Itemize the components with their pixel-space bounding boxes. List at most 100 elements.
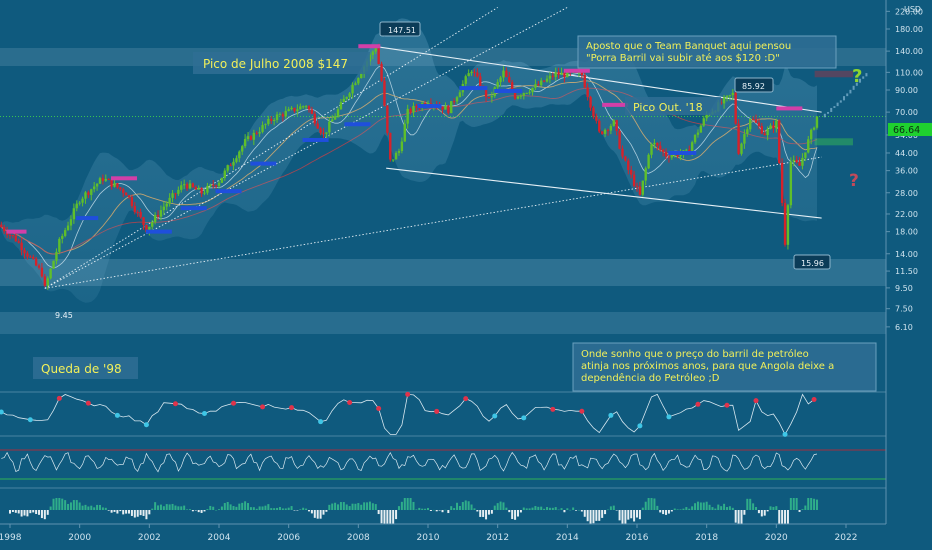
support-level-marker (344, 122, 371, 127)
macd-histogram-bar (316, 510, 319, 519)
candle-body (122, 189, 125, 193)
price-tick-label: 70.00 (895, 108, 918, 117)
macd-histogram-bar (714, 508, 717, 510)
candle-body (702, 118, 705, 126)
macd-histogram-bar (293, 510, 296, 511)
support-level-marker (459, 86, 488, 91)
macd-histogram-bar (186, 509, 189, 510)
candle-body (586, 87, 589, 97)
candle-body (72, 208, 76, 220)
projection-candle (827, 111, 830, 114)
candle-body (66, 225, 70, 231)
macd-histogram-bar (595, 510, 598, 521)
macd-histogram-bar (148, 510, 151, 515)
macd-histogram-bar (438, 510, 441, 511)
candle-body (757, 122, 761, 127)
macd-histogram-bar (453, 508, 456, 510)
candle-body (496, 82, 499, 88)
svg-text:85.92: 85.92 (742, 82, 765, 91)
svg-text:9.45: 9.45 (55, 311, 73, 320)
candle-body (156, 214, 160, 217)
projection-candle (836, 102, 839, 107)
macd-histogram-bar (194, 510, 197, 511)
macd-histogram-bar (345, 504, 348, 510)
candle-body (667, 156, 671, 158)
time-tick-label: 2010 (417, 533, 440, 543)
macd-histogram-bar (78, 502, 81, 510)
macd-histogram-bar (46, 510, 49, 515)
svg-text:Queda de '98: Queda de '98 (41, 362, 122, 376)
oscillator-dot (201, 411, 207, 417)
macd-histogram-bar (569, 509, 572, 511)
candle-body (795, 159, 798, 163)
trendline-upper-channel (375, 45, 822, 113)
candle-body (116, 183, 119, 188)
macd-histogram-bar (676, 509, 679, 510)
candle-body (339, 102, 343, 110)
macd-histogram-bar (406, 498, 409, 510)
candle-body (467, 73, 470, 77)
candle-body (191, 183, 195, 188)
candle-body (55, 251, 58, 261)
candle-body (284, 111, 287, 117)
candle-body (659, 145, 662, 150)
macd-histogram-bar (348, 506, 351, 510)
macd-histogram-bar (786, 510, 789, 524)
candle-body (316, 123, 319, 129)
candle-body (685, 149, 688, 151)
macd-histogram-bar (247, 503, 250, 510)
candle-body (629, 169, 633, 175)
macd-histogram-bar (612, 505, 615, 510)
macd-histogram-bar (429, 510, 432, 511)
candle-body (194, 187, 197, 190)
candle-body (23, 250, 26, 254)
candle-body (130, 197, 134, 206)
candle-body (217, 182, 221, 186)
macd-histogram-bar (20, 510, 23, 517)
macd-histogram-bar (775, 506, 778, 510)
macd-histogram-bar (203, 510, 206, 512)
macd-histogram-bar (180, 506, 183, 510)
candle-body (508, 76, 511, 83)
support-zone (0, 259, 886, 286)
macd-histogram-bar (319, 510, 322, 519)
macd-histogram-bar (75, 500, 78, 510)
annotation-team-banquet-line1: Aposto que o Team Banquet aqui pensou (586, 41, 791, 52)
candle-body (525, 92, 528, 94)
candle-body (397, 151, 401, 153)
price-axis: 6.10 7.50 9.50 11.50 14.00 18.00 22.00 28.00 36.… (886, 7, 923, 332)
macd-histogram-bar (351, 503, 354, 510)
macd-histogram-bar (618, 510, 621, 521)
macd-histogram-bar (688, 508, 691, 510)
candle-body (470, 71, 473, 74)
resistance-level-marker (602, 102, 629, 107)
candle-body (775, 120, 778, 129)
price-tick-label: 6.10 (895, 323, 913, 332)
macd-histogram-bar (815, 499, 818, 510)
resistance-level-marker (563, 68, 590, 73)
candle-body (464, 76, 467, 84)
resistance-level-marker (6, 229, 27, 234)
annotation-peak-2008: Pico de Julho 2008 $147 (193, 52, 370, 74)
candle-body (592, 107, 595, 117)
macd-histogram-bar (557, 509, 560, 511)
svg-text:15.96: 15.96 (801, 259, 824, 268)
macd-histogram-bar (281, 508, 284, 510)
macd-histogram-bar (421, 508, 424, 510)
macd-histogram-bar (267, 504, 270, 510)
macd-histogram-bar (249, 507, 252, 510)
candle-body (499, 77, 502, 83)
trendline-lower-channel (386, 167, 822, 219)
candle-body (804, 152, 807, 158)
macd-histogram-bar (104, 507, 107, 510)
candle-body (519, 95, 523, 97)
candle-body (798, 162, 801, 166)
macd-histogram-bar (418, 507, 421, 510)
time-tick-label: 2006 (277, 533, 300, 543)
candle-body (249, 136, 253, 140)
candle-body (391, 159, 395, 161)
macd-histogram-bar (653, 498, 656, 510)
candle-body (220, 177, 224, 183)
candle-body (606, 129, 610, 131)
candle-body (566, 70, 569, 78)
